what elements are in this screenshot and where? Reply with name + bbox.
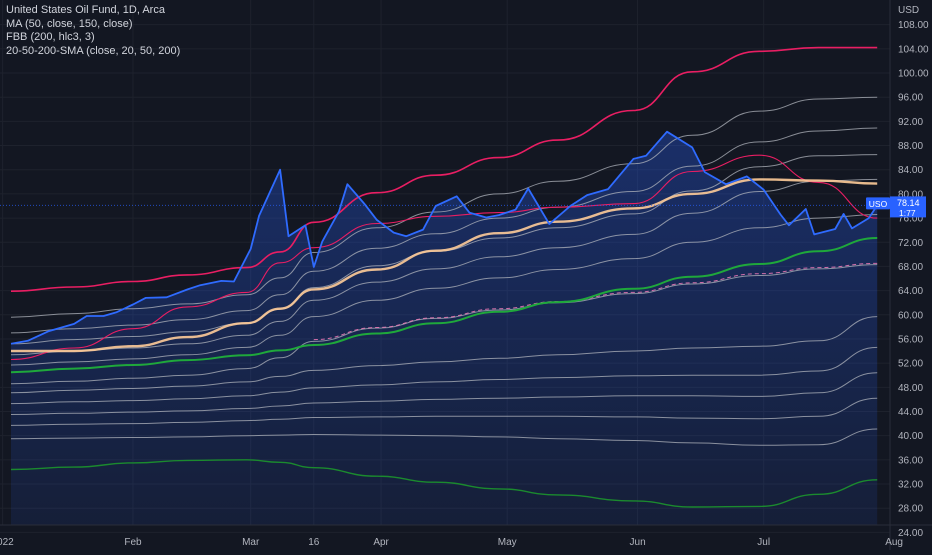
y-tick-label: 68.00 bbox=[898, 262, 923, 273]
legend-indicator-fbb[interactable]: FBB (200, hlc3, 3) bbox=[6, 31, 95, 43]
y-tick-label: 36.00 bbox=[898, 455, 923, 466]
currency-label: USD bbox=[898, 5, 919, 16]
chart-legend: United States Oil Fund, 1D, Arca MA (50,… bbox=[6, 4, 180, 58]
y-tick-label: 60.00 bbox=[898, 310, 923, 321]
band-line bbox=[10, 96, 878, 318]
price-axis[interactable] bbox=[890, 0, 932, 550]
x-tick-label: Aug bbox=[885, 537, 903, 548]
y-tick-label: 64.00 bbox=[898, 286, 923, 297]
band-line bbox=[10, 372, 878, 415]
x-tick-label: 16 bbox=[308, 537, 320, 548]
legend-indicator-sma[interactable]: 20-50-200-SMA (close, 20, 50, 200) bbox=[6, 44, 181, 57]
y-tick-label: 24.00 bbox=[898, 528, 923, 539]
y-tick-label: 80.00 bbox=[898, 189, 923, 200]
band-line bbox=[10, 127, 878, 334]
y-tick-label: 96.00 bbox=[898, 93, 923, 104]
price-tag-countdown: 1:77 bbox=[899, 208, 916, 218]
x-tick-label: Apr bbox=[373, 537, 389, 548]
band-line bbox=[10, 316, 878, 394]
y-tick-label: 72.00 bbox=[898, 238, 923, 249]
y-tick-label: 84.00 bbox=[898, 165, 923, 176]
band-line bbox=[10, 428, 878, 446]
band-line bbox=[10, 397, 878, 426]
legend-title: United States Oil Fund, 1D, Arca bbox=[6, 4, 165, 16]
sma200-line bbox=[10, 237, 878, 374]
y-tick-label: 100.00 bbox=[898, 69, 929, 80]
price-tag-symbol-box bbox=[866, 197, 890, 210]
y-tick-label: 76.00 bbox=[898, 214, 923, 225]
lower-band-line bbox=[10, 459, 878, 508]
price-area-fill bbox=[11, 131, 878, 525]
y-tick-label: 56.00 bbox=[898, 335, 923, 346]
price-tag-symbol: USO bbox=[869, 199, 888, 209]
y-tick-label: 48.00 bbox=[898, 383, 923, 394]
band-line bbox=[10, 214, 878, 366]
x-tick-label: Jun bbox=[630, 537, 646, 548]
price-tag-value: 78.14 bbox=[897, 198, 920, 208]
x-tick-label: 2022 bbox=[0, 537, 14, 548]
band-line bbox=[10, 264, 878, 385]
band-line bbox=[10, 346, 878, 405]
dashed-basis-line bbox=[313, 262, 878, 341]
x-tick-label: Mar bbox=[242, 537, 260, 548]
upper-band-line bbox=[10, 46, 878, 292]
y-tick-label: 52.00 bbox=[898, 359, 923, 370]
y-tick-label: 92.00 bbox=[898, 117, 923, 128]
y-tick-label: 104.00 bbox=[898, 44, 929, 55]
legend-indicator-ma[interactable]: MA (50, close, 150, close) bbox=[6, 17, 133, 30]
y-tick-label: 88.00 bbox=[898, 141, 923, 152]
x-tick-label: May bbox=[498, 537, 517, 548]
sma20-line bbox=[10, 154, 878, 361]
y-tick-label: 44.00 bbox=[898, 407, 923, 418]
x-tick-label: Feb bbox=[124, 537, 142, 548]
ma50-line bbox=[10, 178, 878, 353]
y-tick-label: 40.00 bbox=[898, 431, 923, 442]
y-tick-label: 32.00 bbox=[898, 480, 923, 491]
y-tick-label: 28.00 bbox=[898, 504, 923, 515]
y-tick-label: 108.00 bbox=[898, 20, 929, 31]
x-tick-label: Jul bbox=[757, 537, 770, 548]
price-tag-box bbox=[890, 196, 926, 218]
price-line bbox=[10, 130, 878, 345]
band-line bbox=[10, 178, 878, 356]
